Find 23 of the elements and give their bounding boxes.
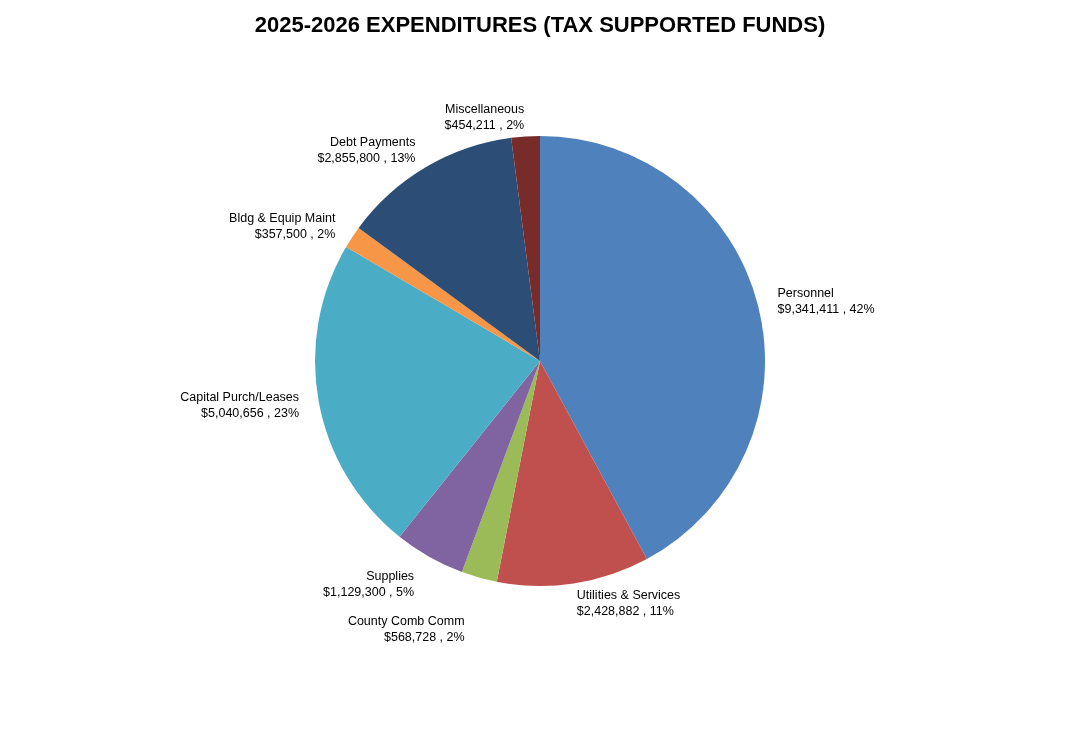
data-label: $5,040,656 , 23% bbox=[201, 406, 300, 421]
slice-label: Bldg & Equip Maint bbox=[229, 211, 336, 226]
data-label: $357,500 , 2% bbox=[254, 227, 336, 242]
slice-label: County Comb Comm bbox=[347, 614, 465, 629]
data-label: $2,855,800 , 13% bbox=[317, 151, 416, 166]
pie-slice bbox=[315, 246, 540, 537]
chart-title: 2025-2026 EXPENDITURES (TAX SUPPORTED FUNDS) bbox=[254, 12, 826, 37]
data-label: $9,341,411 , 42% bbox=[777, 301, 875, 316]
slice-label: Miscellaneous bbox=[445, 101, 525, 116]
data-label: $454,211 , 2% bbox=[444, 117, 525, 132]
slice-label: Personnel bbox=[777, 285, 834, 300]
pie-slice bbox=[461, 361, 540, 582]
slice-label: Debt Payments bbox=[329, 135, 416, 150]
data-label: $1,129,300 , 5% bbox=[323, 584, 415, 599]
slice-label: Utilities & Services bbox=[576, 588, 681, 603]
pie-slice bbox=[399, 361, 540, 573]
slice-label: Capital Purch/Leases bbox=[180, 390, 300, 405]
data-label: $2,428,882 , 11% bbox=[576, 604, 674, 619]
pie-slice bbox=[496, 361, 647, 586]
pie-slice bbox=[346, 227, 540, 361]
data-label: $568,728 , 2% bbox=[383, 630, 465, 645]
pie-slice bbox=[540, 136, 765, 559]
slice-label: Supplies bbox=[366, 568, 415, 583]
